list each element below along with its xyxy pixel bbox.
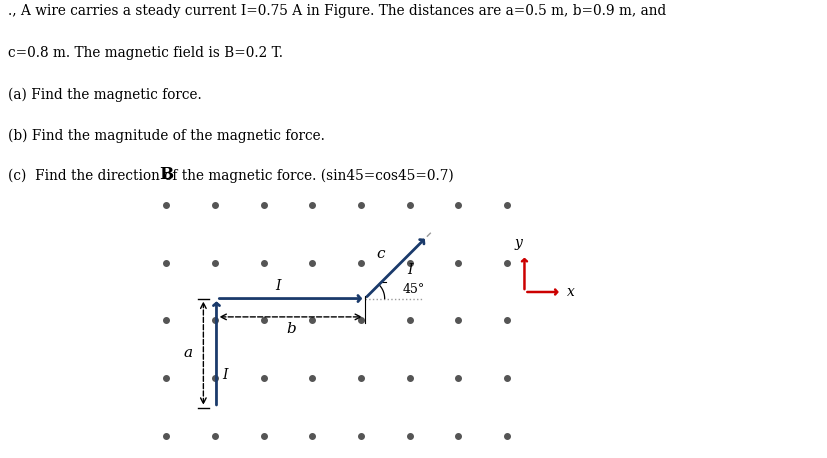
Text: (c)  Find the direction of the magnetic force. (sin45=cos45=0.7): (c) Find the direction of the magnetic f… — [8, 169, 453, 183]
Text: (b) Find the magnitude of the magnetic force.: (b) Find the magnitude of the magnetic f… — [8, 128, 325, 142]
Text: b: b — [285, 322, 295, 336]
Text: x: x — [566, 285, 574, 299]
Text: y: y — [514, 236, 522, 251]
Text: ., A wire carries a steady current I=0.75 A in Figure. The distances are a=0.5 m: ., A wire carries a steady current I=0.7… — [8, 4, 666, 18]
Text: c: c — [376, 247, 385, 261]
Text: I: I — [275, 279, 280, 293]
Text: 45°: 45° — [402, 284, 424, 296]
Text: (a) Find the magnetic force.: (a) Find the magnetic force. — [8, 88, 202, 102]
Text: B: B — [160, 166, 174, 183]
Text: I: I — [222, 368, 227, 382]
Text: I: I — [406, 263, 412, 277]
Text: c=0.8 m. The magnetic field is B=0.2 T.: c=0.8 m. The magnetic field is B=0.2 T. — [8, 46, 283, 60]
Text: a: a — [183, 346, 192, 360]
